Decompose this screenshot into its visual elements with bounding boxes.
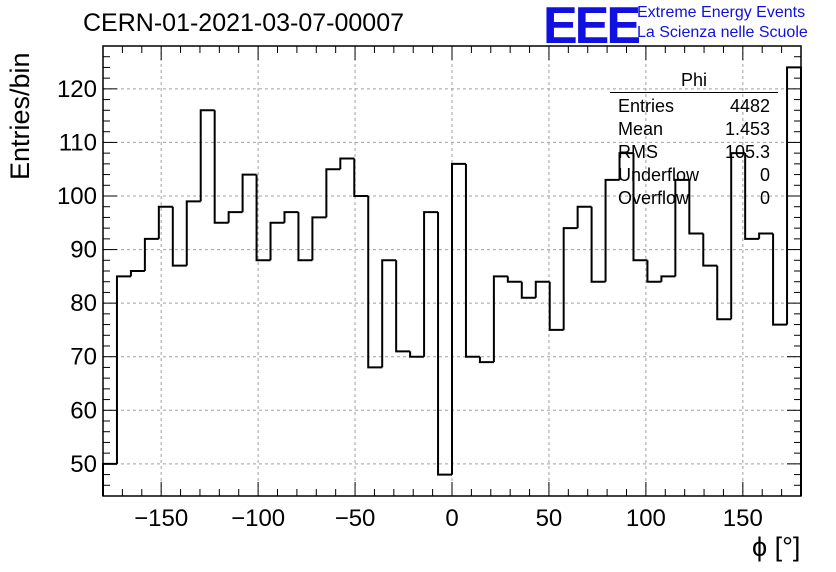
histogram-bin (576, 205, 592, 229)
y-tick-label: 60 (70, 397, 97, 424)
stats-title: Phi (610, 70, 778, 93)
stats-value: 0 (759, 165, 770, 185)
stats-value: 105.3 (724, 142, 770, 162)
histogram-bin (367, 196, 383, 369)
stats-row-mean: Mean 1.453 (610, 118, 778, 141)
histogram-bin (423, 211, 439, 357)
histogram-bin (674, 178, 690, 277)
y-tick-label: 80 (70, 290, 97, 317)
histogram-bin (255, 174, 271, 262)
x-tick-label: 0 (445, 505, 458, 532)
histogram-bin (520, 281, 536, 299)
x-tick-label: −150 (134, 505, 188, 532)
y-axis-label: Entries/bin (5, 52, 35, 180)
histogram-bin (478, 356, 494, 364)
stats-value: 4482 (729, 96, 770, 116)
x-tick-label: −100 (231, 505, 285, 532)
stats-value: 1.453 (724, 119, 770, 139)
x-tick-label: 150 (723, 505, 763, 532)
histogram-bin (241, 173, 257, 213)
histogram-bin (730, 152, 746, 320)
histogram-bin (744, 153, 760, 240)
histogram-bin (464, 163, 480, 358)
histogram-bin (311, 216, 327, 261)
brand-line-2: La Scienza nelle Scuole (637, 24, 808, 41)
y-tick-label: 70 (70, 344, 97, 371)
stats-label: Underflow (618, 165, 700, 185)
y-tick-label: 50 (70, 451, 97, 478)
stats-value: 0 (759, 188, 770, 208)
histogram-bin (199, 109, 215, 202)
eee-logo: EEE (543, 0, 641, 55)
histogram-bin (437, 212, 452, 476)
run-id-title: CERN-01-2021-03-07-00007 (83, 9, 405, 37)
histogram-bin (492, 275, 508, 363)
stats-row-entries: Entries 4482 (610, 95, 778, 118)
histogram-bin (297, 212, 313, 262)
histogram-bin (758, 232, 774, 239)
stats-row-overflow: Overflow 0 (610, 187, 778, 210)
histogram-bin (102, 462, 117, 496)
histogram-bin (213, 110, 229, 224)
histogram-bin (227, 211, 243, 223)
histogram-bin (409, 351, 425, 358)
histogram-bin (646, 260, 662, 283)
histogram-bin (353, 158, 369, 197)
histogram-bin (129, 270, 145, 277)
y-tick-label: 100 (57, 183, 97, 210)
histogram-bin (534, 280, 550, 298)
x-axis-label: ϕ [°] (752, 532, 801, 562)
stats-label: Entries (618, 96, 675, 116)
stats-label: RMS (618, 142, 658, 162)
histogram-bin (339, 157, 355, 170)
histogram-bin (548, 281, 564, 331)
histogram-bin (562, 227, 578, 330)
histogram-bin (660, 275, 676, 282)
histogram-bin (688, 179, 704, 235)
histogram-bin (506, 276, 522, 283)
histogram-bin (325, 168, 341, 218)
histogram-bin (618, 152, 634, 180)
histogram-bin (171, 206, 187, 267)
histogram-bin (115, 275, 131, 464)
histogram-bin (283, 211, 299, 223)
histogram-bin (185, 200, 201, 266)
y-tick-label: 90 (70, 237, 97, 264)
x-tick-label: 100 (626, 505, 666, 532)
stats-row-underflow: Underflow 0 (610, 164, 778, 187)
stats-box: Phi Entries 4482 Mean 1.453 RMS 105.3 Un… (610, 70, 778, 210)
histogram-bin (269, 221, 285, 261)
histogram-bin (632, 153, 648, 262)
histogram-bin (772, 233, 788, 326)
stats-label: Mean (618, 119, 664, 139)
stats-row-rms: RMS 105.3 (610, 141, 778, 164)
histogram-bin (451, 162, 466, 475)
stats-label: Overflow (618, 188, 690, 208)
y-tick-label: 110 (59, 129, 97, 156)
brand-line-1: Extreme Energy Events (637, 4, 806, 21)
histogram-bin (604, 178, 620, 282)
histogram-bin (702, 233, 718, 267)
histogram-bin (395, 260, 411, 353)
histogram-bin (381, 259, 397, 368)
histogram-bin (716, 265, 732, 321)
histogram-bin (157, 205, 173, 239)
y-tick-label: 120 (57, 76, 97, 103)
histogram-bin (590, 206, 606, 283)
histogram-bin (143, 237, 159, 271)
x-tick-label: −50 (335, 505, 376, 532)
x-tick-label: 50 (536, 505, 563, 532)
